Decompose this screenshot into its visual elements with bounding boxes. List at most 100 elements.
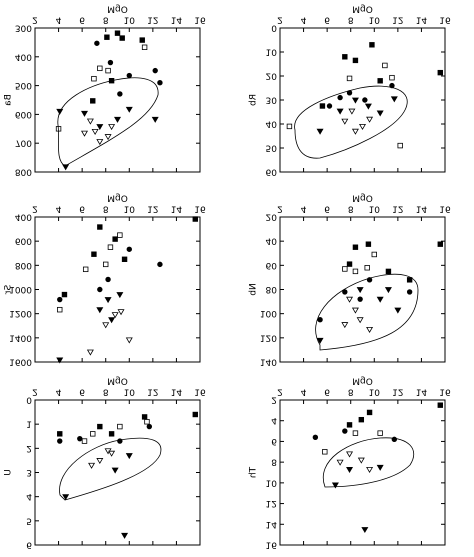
point — [394, 307, 402, 314]
y-tick-label: 400 — [15, 51, 32, 61]
point — [406, 277, 413, 283]
point — [192, 411, 198, 418]
y-tick-label: 1600 — [9, 357, 32, 367]
x-tick-label: 6 — [324, 387, 330, 397]
point — [108, 450, 116, 457]
x-tick-label: 2 — [277, 15, 283, 25]
x-tick-label: 6 — [324, 204, 330, 214]
point — [105, 67, 111, 74]
y-tick-label: 600 — [15, 109, 32, 119]
y-tick-label: 500 — [15, 80, 32, 90]
x-tick-label: 8 — [103, 387, 109, 397]
point — [57, 306, 63, 313]
x-tick-label: 12 — [147, 387, 158, 397]
point — [385, 268, 392, 275]
x-tick-label: 8 — [348, 15, 354, 25]
point — [86, 349, 94, 356]
point — [336, 459, 344, 466]
y-tick-label: 1000 — [9, 284, 32, 294]
point — [377, 430, 383, 436]
point — [157, 80, 163, 86]
point — [346, 90, 353, 96]
y-tick-label: 60 — [266, 260, 278, 270]
x-tick-label: 4 — [56, 204, 62, 214]
x-tick-label: 8 — [348, 387, 354, 397]
point — [356, 317, 364, 324]
x-tick-label: 16 — [439, 387, 451, 397]
x-tick-label: 6 — [79, 387, 85, 397]
point — [117, 423, 123, 430]
x-tick-label: 2 — [32, 15, 38, 25]
y-tick-label: 400 — [15, 212, 32, 222]
point — [105, 276, 111, 283]
y-tick-label: 3 — [26, 467, 32, 477]
point — [121, 256, 128, 262]
y-tick-label: 20 — [266, 212, 278, 222]
point — [366, 409, 373, 416]
point — [366, 116, 374, 123]
y-tick-label: 30 — [266, 95, 278, 105]
x-tick-label: 10 — [124, 387, 136, 397]
point — [141, 414, 148, 420]
y-tick-label: 800 — [15, 260, 32, 270]
point — [366, 326, 374, 333]
point — [81, 130, 88, 137]
y-tick-label: 100 — [260, 308, 277, 318]
point — [90, 431, 96, 437]
y-tick-label: 10 — [266, 477, 278, 487]
point — [437, 241, 443, 247]
point — [341, 118, 349, 125]
point — [317, 317, 323, 323]
x-tick-label: 4 — [56, 387, 62, 397]
point — [91, 75, 97, 82]
x-tick-label: 16 — [194, 387, 206, 397]
point — [366, 277, 373, 283]
x-tick-label: 6 — [79, 15, 85, 25]
x-tick-label: 4 — [301, 15, 307, 25]
point — [319, 103, 326, 109]
y-tick-label: 2 — [271, 395, 277, 405]
x-tick-label: 12 — [392, 15, 403, 25]
x-tick-label: 2 — [32, 387, 38, 397]
point — [117, 232, 123, 238]
x-tick-label: 10 — [369, 15, 381, 25]
y-tick-label: 1 — [26, 419, 32, 429]
point — [111, 467, 119, 474]
y-tick-label: 40 — [266, 236, 278, 246]
point — [352, 57, 359, 64]
y-tick-label: 0 — [26, 395, 32, 405]
x-tick-label: 16 — [439, 204, 451, 214]
y-axis-label: Th — [249, 466, 259, 478]
y-tick-label: 16 — [266, 540, 278, 550]
y-tick-label: 140 — [260, 357, 277, 367]
x-axis-label: MgO — [352, 376, 373, 386]
point — [103, 261, 109, 268]
y-tick-label: 60 — [266, 167, 278, 177]
point — [361, 527, 369, 534]
point — [382, 62, 388, 69]
point — [366, 466, 374, 473]
point — [81, 438, 88, 444]
point — [376, 296, 384, 303]
y-tick-label: 600 — [15, 236, 32, 246]
x-tick-label: 14 — [171, 15, 183, 25]
field-outline — [59, 437, 162, 501]
x-tick-label: 6 — [79, 204, 85, 214]
y-tick-label: 1200 — [9, 308, 32, 318]
y-tick-label: 120 — [260, 332, 277, 342]
point — [389, 74, 395, 81]
point — [139, 37, 145, 43]
point — [365, 241, 372, 247]
point — [326, 103, 333, 109]
x-tick-label: 14 — [416, 204, 428, 214]
point — [391, 436, 398, 443]
y-tick-label: 10 — [266, 47, 278, 57]
point — [117, 91, 123, 97]
point — [121, 532, 129, 539]
y-axis-label: Nb — [249, 283, 259, 296]
point — [322, 449, 328, 455]
point — [119, 35, 125, 41]
y-tick-label: 6 — [271, 436, 277, 446]
